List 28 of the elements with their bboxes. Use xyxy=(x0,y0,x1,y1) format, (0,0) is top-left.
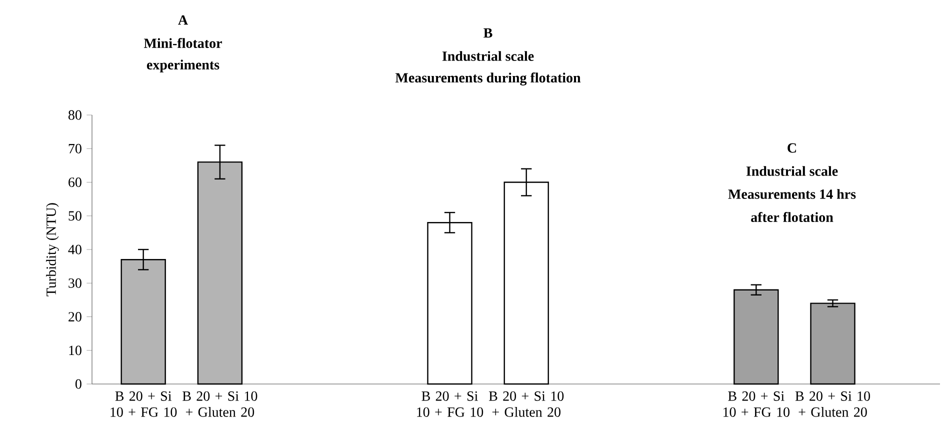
x-tick-label: B 20 + Si 10 + Gluten 20 xyxy=(795,391,870,417)
y-tick-label: 20 xyxy=(68,312,82,322)
x-tick-label: B 20 + Si 10 + FG 10 xyxy=(110,391,177,417)
y-tick-label: 0 xyxy=(75,379,82,389)
annotation: after flotation xyxy=(751,212,834,222)
text: experiments xyxy=(146,60,220,72)
bar xyxy=(810,302,856,385)
text: B xyxy=(484,28,492,38)
y-tick-label: 30 xyxy=(68,278,82,288)
y-tick-label: 70 xyxy=(68,144,82,154)
y-tick-label: 10 xyxy=(69,346,82,356)
y-axis-title: Turbidity (NTU) xyxy=(46,203,59,296)
x-tick-label: B 20 + Si 10 + FG 10 xyxy=(417,391,484,417)
text: Measurements during flotation xyxy=(395,72,581,86)
text: A xyxy=(178,15,188,25)
text: Mini-flotator xyxy=(144,38,222,48)
y-tick-label: 40 xyxy=(68,244,82,254)
y-tick-label: 80 xyxy=(68,110,82,120)
text: Industrial scale xyxy=(442,51,534,61)
annotation: Measurements 14 hrs xyxy=(728,189,856,199)
y-tick-label: 60 xyxy=(68,178,82,187)
annotation: C xyxy=(788,143,796,153)
x-tick-label: B 20 + Si 10 + FG 10 xyxy=(724,391,790,417)
bar xyxy=(734,289,779,385)
y-tick-label: 50 xyxy=(68,211,82,221)
x-tick-label: B 20 + Si 10 + Gluten 20 xyxy=(182,391,258,417)
annotation: Industrial scale xyxy=(746,166,838,176)
x-tick-label: B 20 + Si 10 + Gluten 20 xyxy=(488,391,564,417)
